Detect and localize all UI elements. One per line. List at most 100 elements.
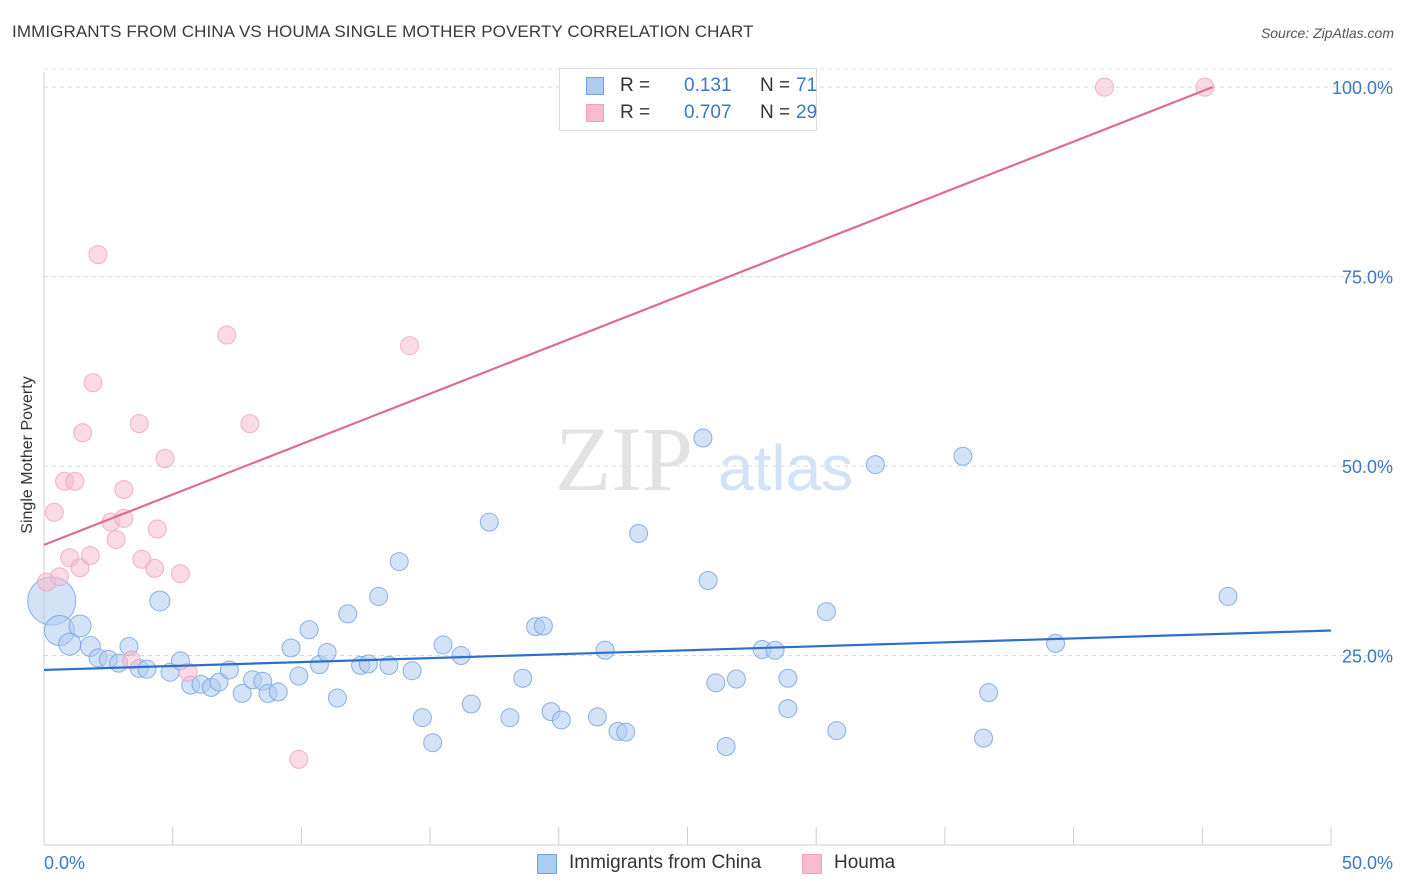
- data-point: [209, 672, 229, 692]
- data-point: [68, 614, 92, 638]
- watermark-atlas: atlas: [718, 432, 853, 504]
- data-point: [461, 694, 481, 714]
- data-point: [379, 655, 399, 675]
- data-point: [299, 620, 319, 640]
- legend-n-value: 29: [796, 102, 818, 123]
- legend-label-immigrants: Immigrants from China: [569, 852, 762, 873]
- legend-n-value: 71: [796, 75, 818, 96]
- data-point: [358, 654, 378, 674]
- legend-label-houma: Houma: [834, 852, 896, 873]
- axes: [43, 72, 1332, 846]
- data-point: [953, 446, 973, 466]
- data-point: [88, 245, 108, 265]
- data-point: [170, 564, 190, 584]
- data-point: [49, 567, 69, 587]
- data-point: [70, 558, 90, 578]
- data-point: [479, 512, 499, 532]
- data-point: [765, 640, 785, 660]
- data-point: [369, 586, 389, 606]
- data-point: [178, 662, 198, 682]
- data-point: [338, 604, 358, 624]
- data-point: [327, 688, 347, 708]
- y-tick-label: 75.0%: [1342, 268, 1393, 288]
- data-point: [816, 602, 836, 622]
- legend-swatch-houma: [802, 854, 822, 874]
- data-point: [232, 683, 252, 703]
- data-point: [80, 546, 100, 566]
- trend-lines: [43, 86, 1332, 672]
- data-point: [433, 635, 453, 655]
- data-point: [587, 707, 607, 727]
- data-point: [778, 668, 798, 688]
- data-point: [412, 708, 432, 728]
- legend-r-value: 0.707: [684, 102, 732, 123]
- data-point: [778, 699, 798, 719]
- x-tick-label: 50.0%: [1342, 853, 1393, 873]
- data-point: [149, 590, 171, 612]
- data-point: [145, 558, 165, 578]
- data-point: [73, 423, 93, 443]
- series-immigrants-from-china: [27, 428, 1238, 756]
- data-point: [979, 683, 999, 703]
- data-point: [595, 640, 615, 660]
- watermark-zip: ZIP: [555, 408, 693, 510]
- watermark: ZIP atlas: [555, 408, 853, 510]
- data-point: [726, 669, 746, 689]
- data-point: [706, 673, 726, 693]
- data-point: [44, 502, 64, 522]
- data-point: [693, 428, 713, 448]
- data-point: [137, 659, 157, 679]
- gridlines: [44, 68, 1393, 657]
- legend-n-label: N =: [760, 102, 791, 123]
- data-point: [240, 414, 260, 434]
- data-point: [289, 666, 309, 686]
- legend-r-label: R =: [620, 75, 651, 96]
- data-point: [974, 728, 994, 748]
- data-point: [1218, 586, 1238, 606]
- legend-swatch-houma: [586, 104, 604, 122]
- data-point: [132, 549, 152, 569]
- trend-line-houma: [43, 86, 1213, 546]
- data-point: [698, 571, 718, 591]
- data-point: [289, 749, 309, 769]
- trend-line-immigrants: [43, 629, 1332, 672]
- legend-r-value: 0.131: [684, 75, 732, 96]
- data-point: [317, 643, 337, 663]
- data-point: [513, 668, 533, 688]
- data-point: [500, 708, 520, 728]
- data-point: [629, 524, 649, 544]
- source-label: Source: ZipAtlas.com: [1260, 25, 1394, 41]
- legend-swatch-immigrants: [586, 77, 604, 95]
- data-point: [217, 325, 237, 345]
- data-point: [402, 661, 422, 681]
- data-point: [106, 530, 126, 550]
- data-point: [1094, 77, 1114, 97]
- data-point: [400, 336, 420, 356]
- data-point: [129, 414, 149, 434]
- series-houma: [37, 77, 1215, 769]
- data-point: [83, 373, 103, 393]
- data-point: [827, 721, 847, 741]
- data-point: [122, 650, 142, 670]
- legend-n-label: N =: [760, 75, 791, 96]
- data-point: [268, 682, 288, 702]
- data-point: [716, 736, 736, 756]
- data-point: [451, 646, 471, 666]
- legend-r-label: R =: [620, 102, 651, 123]
- data-point: [114, 508, 134, 528]
- tick-labels: 25.0% 50.0% 75.0% 100.0% 0.0% 50.0%: [44, 78, 1393, 873]
- y-tick-label: 100.0%: [1332, 78, 1393, 98]
- data-point: [865, 455, 885, 475]
- data-point: [389, 552, 409, 572]
- data-point: [114, 480, 134, 500]
- data-point: [551, 710, 571, 730]
- legend-top: R = 0.131 N = 71 R = 0.707 N = 29: [559, 68, 817, 131]
- legend-swatch-immigrants: [537, 854, 557, 874]
- chart-title: IMMIGRANTS FROM CHINA VS HOUMA SINGLE MO…: [12, 22, 754, 41]
- data-point: [423, 733, 443, 753]
- data-point: [616, 722, 636, 742]
- y-tick-label: 50.0%: [1342, 457, 1393, 477]
- data-point: [155, 449, 175, 468]
- data-point: [65, 471, 85, 491]
